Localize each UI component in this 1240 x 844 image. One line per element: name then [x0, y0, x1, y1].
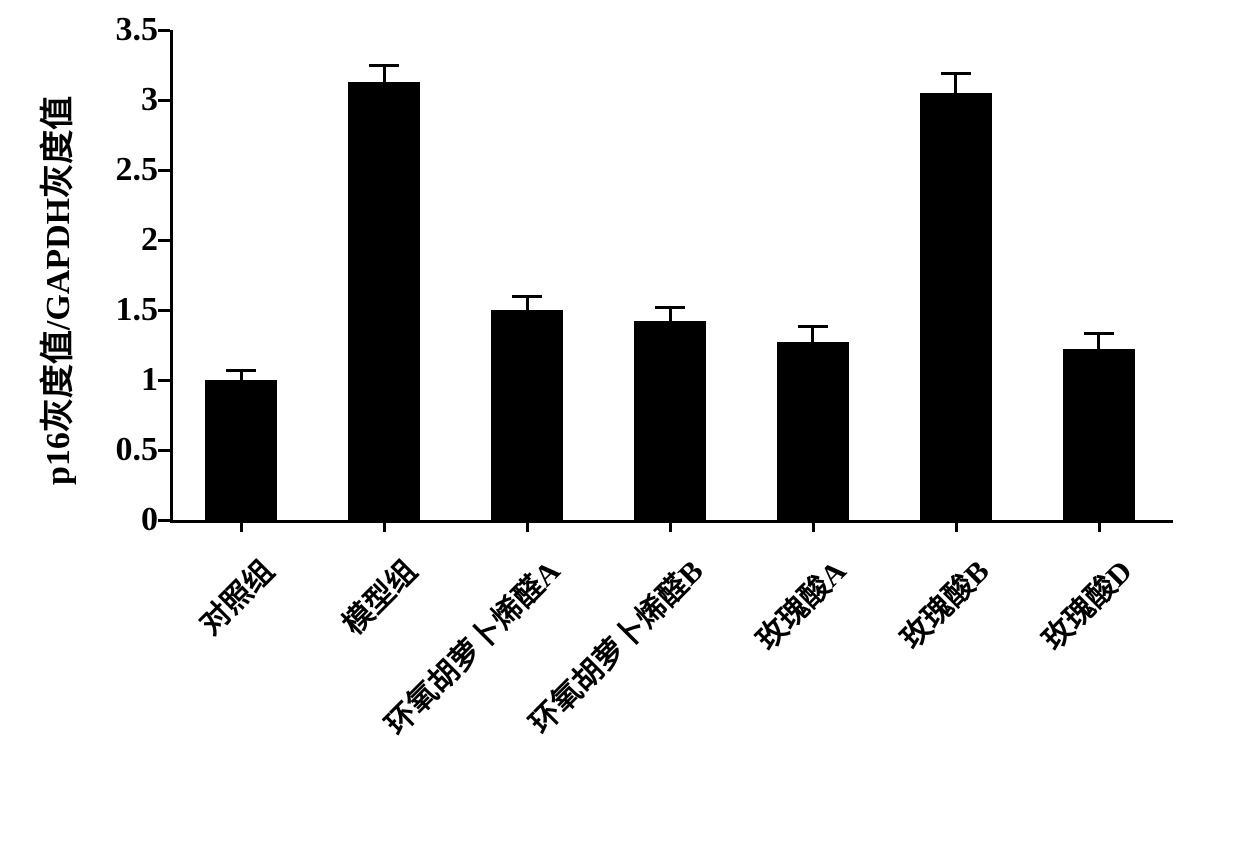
y-tick-label: 2.5 — [116, 151, 159, 189]
y-axis-label: p16灰度值/GAPDH灰度值 — [30, 96, 79, 485]
error-bar-cap — [1084, 332, 1114, 335]
y-tick-label: 3 — [141, 81, 158, 119]
y-tick — [158, 169, 170, 172]
y-tick — [158, 449, 170, 452]
y-tick-label: 0.5 — [116, 431, 159, 469]
error-bar-line — [811, 327, 814, 342]
y-tick-label: 3.5 — [116, 11, 159, 49]
bar — [491, 310, 563, 520]
error-bar-line — [954, 73, 957, 93]
error-bar-cap — [798, 325, 828, 328]
x-tick — [383, 520, 386, 532]
error-bar-line — [526, 296, 529, 310]
y-tick-label: 1.5 — [116, 291, 159, 329]
error-bar-line — [1097, 334, 1100, 349]
x-tick — [1098, 520, 1101, 532]
bar — [777, 342, 849, 520]
error-bar-line — [669, 307, 672, 321]
bar — [1063, 349, 1135, 520]
x-tick — [669, 520, 672, 532]
y-tick — [158, 99, 170, 102]
bar — [205, 380, 277, 520]
x-tick — [240, 520, 243, 532]
error-bar-cap — [941, 72, 971, 75]
y-tick — [158, 29, 170, 32]
y-tick — [158, 519, 170, 522]
chart-container: p16灰度值/GAPDH灰度值 00.511.522.533.5 对照组模型组环… — [0, 0, 1240, 844]
y-tick-label: 1 — [141, 361, 158, 399]
error-bar-cap — [512, 295, 542, 298]
y-tick — [158, 309, 170, 312]
y-tick — [158, 239, 170, 242]
y-tick — [158, 379, 170, 382]
x-tick — [812, 520, 815, 532]
bar — [634, 321, 706, 520]
bar — [348, 82, 420, 520]
error-bar-cap — [655, 306, 685, 309]
error-bar-cap — [369, 64, 399, 67]
x-tick — [526, 520, 529, 532]
error-bar-cap — [226, 369, 256, 372]
error-bar-line — [383, 65, 386, 82]
x-tick — [955, 520, 958, 532]
y-tick-label: 2 — [141, 221, 158, 259]
y-tick-label: 0 — [141, 501, 158, 539]
bar — [920, 93, 992, 520]
